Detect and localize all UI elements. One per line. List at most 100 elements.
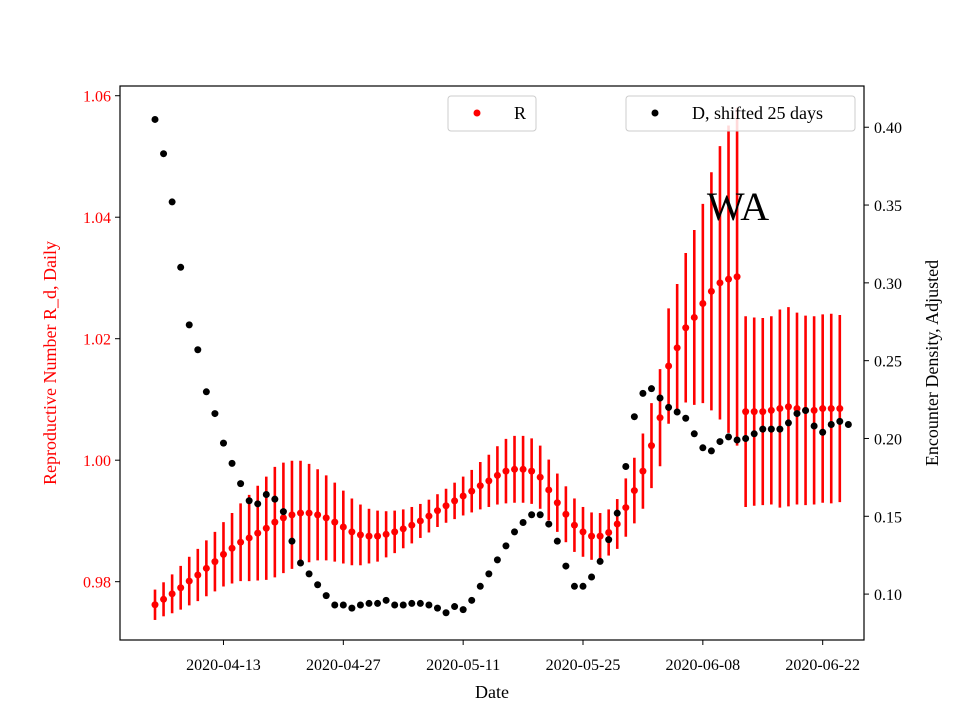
d-point [391,601,399,609]
r-point [254,529,262,537]
left-y-axis: 0.98 1.00 1.02 1.04 1.06 [83,89,120,592]
d-point [690,430,698,438]
legend-r-marker [473,109,481,117]
d-point [297,559,305,567]
r-point [331,518,339,526]
r-point [262,524,270,532]
d-point [459,606,467,614]
d-point [374,599,382,607]
d-point [665,403,673,411]
left-y-tick-label: 1.04 [83,210,111,227]
r-point [348,528,356,536]
legend-d-marker [651,109,659,117]
r-point [570,521,578,529]
d-point [673,408,681,416]
d-point [562,562,570,570]
d-point [254,500,262,508]
r-point [279,514,287,522]
legend-d: D, shifted 25 days [625,95,856,132]
d-point [656,394,664,402]
r-point [630,487,638,495]
r-point [665,362,673,370]
left-y-axis-label: Reproductive Number R_d, Daily [40,241,60,485]
r-point [271,518,279,526]
r-point [374,532,382,540]
d-point [810,422,818,430]
d-point [716,438,724,446]
d-point [160,150,168,158]
r-point [168,590,176,598]
r-point [451,497,459,505]
d-point [767,425,775,433]
r-point [545,486,553,494]
d-point [579,582,587,590]
d-point [570,582,578,590]
legend-r-label: R [514,103,526,123]
d-point [331,601,339,609]
r-point [776,405,784,413]
d-point [630,413,638,421]
r-point [442,502,450,510]
d-point [784,419,792,427]
r-point [519,465,527,473]
d-point [528,511,536,519]
r-point [536,473,544,481]
plot-marks [151,107,852,620]
r-point [339,523,347,531]
r-point [391,528,399,536]
r-point [562,510,570,518]
d-point [742,434,750,442]
legend-r-box [447,95,537,132]
r-point [647,442,655,450]
d-point [545,520,553,528]
d-point [639,389,647,397]
d-point [707,447,715,455]
x-tick-label: 2020-04-13 [186,657,261,674]
d-point [793,410,801,418]
d-point [759,425,767,433]
plot-frame [119,85,865,641]
d-point [519,519,527,527]
d-point [750,430,758,438]
r-point [827,405,835,413]
r-point [690,313,698,321]
r-point [579,528,587,536]
state-annotation: WA [707,184,769,229]
right-y-tick-label: 0.10 [874,587,902,604]
r-point [365,532,373,540]
d-point [733,436,741,444]
r-point [314,511,322,519]
legend-d-label: D, shifted 25 days [692,103,823,123]
d-point [185,321,193,329]
d-point [399,601,407,609]
left-y-tick-label: 1.06 [83,89,111,106]
r-point [836,405,844,413]
d-point [279,508,287,516]
d-point [485,570,493,578]
r-point [433,507,441,515]
r-point [819,405,827,413]
d-point [168,198,176,206]
d-point [271,495,279,503]
d-point [776,425,784,433]
d-point [219,439,227,447]
d-point [322,592,330,600]
r-point [784,403,792,411]
r-point [810,406,818,414]
r-point [202,564,210,572]
r-point [733,273,741,281]
r-point [237,538,245,546]
d-point [622,462,630,470]
d-point [314,581,322,589]
r-point [613,520,621,528]
left-y-tick-label: 1.00 [83,453,111,470]
d-point [339,601,347,609]
r-point [639,467,647,475]
r-point [177,584,185,592]
d-point [237,480,245,488]
d-point [245,497,253,505]
right-y-tick-label: 0.35 [874,198,902,215]
r-point [305,509,313,517]
d-point [493,556,501,564]
d-point [288,537,296,545]
